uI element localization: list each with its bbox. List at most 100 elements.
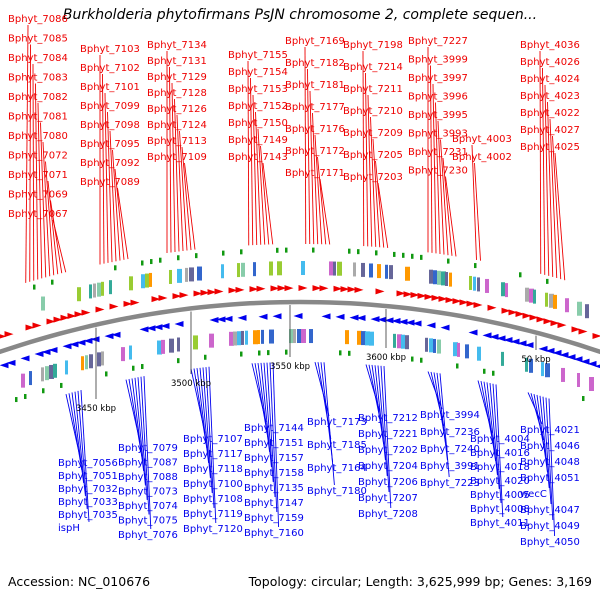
forward-gene-arrow: [333, 285, 343, 292]
forward-gene-arrow: [487, 304, 497, 311]
inner-feature-block: [437, 339, 441, 354]
reverse-gene-label: Bphyt_7035: [58, 510, 118, 521]
forward-gene-label: Bphyt_7143: [228, 152, 288, 163]
outer-feature-block: [221, 264, 224, 279]
inner-feature-block: [49, 364, 54, 379]
outer-feature-block: [445, 271, 448, 286]
forward-leader-line: [250, 77, 254, 246]
reverse-gene-labels: Bphyt_7056 Bphyt_7051 Bphyt_7032 Bphyt_7033…: [58, 410, 580, 548]
outer-feature-block: [577, 301, 582, 316]
forward-gene-arrow: [53, 316, 63, 323]
outer-feature-block: [529, 288, 534, 303]
outer-feature-block: [361, 262, 365, 277]
forward-leader-line: [29, 44, 31, 282]
forward-gene-arrow: [557, 322, 567, 329]
reverse-gene-label: Bphyt_4020: [470, 476, 530, 487]
reverse-gene-arrow: [90, 336, 100, 343]
reverse-gene-arrow: [349, 314, 359, 321]
inner-feature-block: [357, 330, 362, 345]
reverse-gene-label: Bphyt_7159: [244, 513, 304, 524]
inner-feature-block: [81, 356, 84, 371]
reverse-gene-label: Bphyt_7180: [307, 486, 367, 497]
forward-gene-arrow: [123, 300, 133, 307]
forward-leader-line: [539, 50, 542, 274]
forward-gene-label: Bphyt_7069: [8, 190, 68, 201]
forward-leader-line: [262, 162, 274, 245]
forward-gene-arrow: [529, 314, 539, 321]
reverse-gene-arrow: [370, 316, 380, 323]
reverse-gene-label: Bphyt_4016: [470, 448, 530, 459]
outer-feature-block: [565, 298, 569, 313]
forward-gene-arrow: [438, 295, 448, 302]
forward-gene-label: Bphyt_7129: [147, 72, 207, 83]
rna-marker: [546, 278, 549, 284]
inner-feature-block: [501, 351, 504, 366]
forward-gene-arrow: [431, 294, 441, 301]
forward-gene-label: Bphyt_7095: [80, 139, 140, 150]
inner-feature-block: [361, 331, 366, 346]
reverse-gene-arrow: [566, 354, 576, 361]
outer-feature-block: [369, 263, 373, 278]
forward-gene-label: Bphyt_4022: [520, 108, 580, 119]
reverse-gene-label: Bphyt_7079: [118, 443, 178, 454]
forward-gene-arrow: [109, 303, 119, 310]
reverse-leader-line: [436, 372, 448, 461]
inner-feature-block: [453, 342, 458, 357]
forward-gene-label: Bphyt_7230: [408, 166, 468, 177]
forward-leader-line: [544, 84, 550, 276]
forward-gene-label: Bphyt_7072: [8, 151, 68, 162]
reverse-gene-arrow: [482, 332, 492, 339]
reverse-leader-line: [314, 362, 330, 417]
forward-gene-label: Bphyt_7113: [147, 136, 207, 147]
forward-leader-line: [445, 176, 457, 257]
reverse-gene-label: Bphyt_7223: [420, 478, 480, 489]
reverse-gene-label: Bphyt_7147: [244, 498, 304, 509]
reverse-gene-arrow: [216, 316, 226, 323]
inner-feature-block: [237, 331, 241, 346]
forward-gene-arrow: [459, 299, 469, 306]
rna-marker: [348, 248, 351, 254]
reverse-gene-label: Bphyt_7202: [358, 445, 418, 456]
reverse-label-lines: [65, 362, 556, 537]
reverse-gene-arrow: [356, 315, 366, 322]
forward-gene-arrow: [95, 306, 105, 313]
inner-feature-block: [89, 354, 93, 369]
forward-gene-label: Bphyt_7084: [8, 53, 68, 64]
reverse-gene-arrow: [489, 333, 499, 340]
reverse-gene-label: Bphyt_7107: [183, 434, 243, 445]
reverse-leader-line: [486, 382, 498, 476]
forward-leader-line: [370, 116, 377, 247]
reverse-gene-arrow: [48, 347, 58, 354]
forward-gene-arrow: [347, 286, 357, 293]
reverse-gene-label: Bphyt_4011: [470, 518, 530, 529]
reverse-leader-line: [263, 362, 274, 483]
inner-feature-block: [101, 351, 104, 366]
reverse-leader-line: [208, 366, 217, 524]
forward-gene-arrow: [340, 286, 350, 293]
outer-feature-block: [585, 304, 589, 319]
forward-gene-arrow: [501, 307, 511, 314]
forward-leader-line: [109, 130, 117, 262]
reverse-leader-line: [272, 362, 280, 528]
inner-feature-block: [429, 338, 433, 353]
rna-marker: [411, 356, 414, 362]
inner-feature-block: [65, 360, 68, 375]
outer-feature-block: [241, 262, 245, 277]
reverse-gene-label: Bphyt_7088: [118, 472, 178, 483]
reverse-gene-arrow: [6, 359, 16, 366]
forward-gene-label: Bphyt_7181: [285, 80, 345, 91]
reverse-gene-arrow: [34, 351, 44, 358]
forward-leader-line: [442, 157, 453, 256]
rna-marker: [42, 388, 45, 394]
forward-gene-arrow: [193, 290, 203, 297]
reverse-gene-label: Bphyt_7158: [244, 468, 304, 479]
reverse-gene-label: Bphyt_7208: [358, 509, 418, 520]
reverse-leader-line: [489, 383, 500, 490]
rna-marker: [492, 370, 495, 376]
outer-feature-block: [109, 280, 112, 295]
reverse-gene-arrow: [83, 337, 93, 344]
reverse-gene-label: Bphyt_7151: [244, 438, 304, 449]
forward-gene-label: Bphyt_7092: [80, 158, 140, 169]
inner-feature-block: [541, 362, 544, 377]
outer-feature-block: [77, 287, 81, 302]
